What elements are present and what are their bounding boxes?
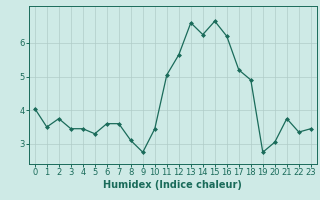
X-axis label: Humidex (Indice chaleur): Humidex (Indice chaleur): [103, 180, 242, 190]
